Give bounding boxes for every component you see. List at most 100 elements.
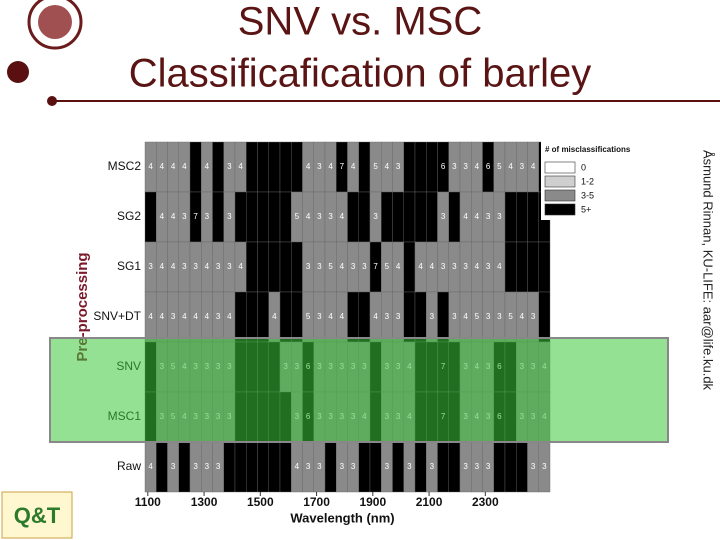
cell	[268, 441, 281, 493]
cell	[516, 441, 528, 493]
cell	[279, 291, 292, 343]
y-tick-label: Raw	[117, 459, 141, 473]
cell	[268, 241, 281, 293]
cell-label: 5	[328, 262, 333, 271]
cell-label: 4	[205, 162, 210, 171]
cell-label: 3	[430, 312, 435, 321]
cell	[268, 191, 281, 243]
cell-label: 4	[238, 262, 243, 271]
cell-label: 4	[463, 212, 468, 221]
cell	[403, 191, 416, 243]
x-tick-label: 1300	[191, 495, 218, 509]
cell	[527, 191, 539, 243]
cell-label: 3	[373, 212, 378, 221]
cell	[403, 141, 416, 193]
legend-swatch	[544, 175, 576, 188]
cell	[347, 291, 359, 343]
cell-label: 3	[497, 212, 502, 221]
cell-label: 3	[531, 462, 536, 471]
cell-label: 3	[463, 262, 468, 271]
cell	[504, 191, 517, 243]
cell-label: 3	[486, 462, 491, 471]
cell-label: 3	[362, 262, 367, 271]
cell-label: 3	[441, 212, 446, 221]
cell-label: 3	[452, 312, 457, 321]
cell	[178, 441, 191, 493]
cell-label: 4	[475, 212, 480, 221]
cell	[358, 441, 371, 493]
cell	[538, 291, 551, 343]
legend-swatch	[544, 203, 576, 216]
cell	[448, 191, 461, 243]
cell-label: 3	[216, 262, 221, 271]
cell	[527, 241, 539, 293]
cell-label: 3	[317, 312, 322, 321]
legend-label: 0	[581, 162, 586, 172]
cell	[246, 441, 258, 493]
cell-label: 4	[340, 262, 345, 271]
bullet-dot	[7, 61, 29, 83]
y-tick-label: SG2	[117, 209, 141, 223]
y-tick-label: SG1	[117, 259, 141, 273]
cell-label: 5	[475, 312, 480, 321]
cell-label: 4	[227, 312, 232, 321]
cell-label: 3	[463, 162, 468, 171]
cell	[392, 191, 404, 243]
cell	[156, 441, 168, 493]
cell-label: 4	[328, 312, 333, 321]
x-tick-label: 1500	[247, 495, 274, 509]
cell	[437, 441, 449, 493]
cell	[347, 191, 359, 243]
cell-label: 4	[160, 162, 165, 171]
cell	[504, 441, 517, 493]
legend-title: # of misclassifications	[545, 145, 631, 154]
cell-label: 4	[148, 462, 153, 471]
logo-text: Q&T	[14, 503, 61, 528]
legend-swatch	[544, 161, 576, 174]
cell-label: 3	[205, 462, 210, 471]
cell	[246, 291, 258, 343]
cell-label: 3	[396, 312, 401, 321]
cell	[234, 291, 247, 343]
cell-label: 5	[373, 162, 378, 171]
cell-label: 4	[272, 312, 277, 321]
title-line: Classificafication of barley	[129, 52, 591, 96]
cell-label: 5	[508, 312, 513, 321]
cell	[493, 441, 506, 493]
y-axis-label: Pre-processing	[74, 252, 91, 361]
cell-label: 5	[306, 312, 311, 321]
cell-label: 4	[295, 462, 300, 471]
cell-label: 3	[317, 462, 322, 471]
cell	[189, 141, 202, 193]
cell-label: 4	[520, 312, 525, 321]
cell-label: 4	[396, 262, 401, 271]
cell-label: 3	[396, 162, 401, 171]
cell	[437, 291, 449, 343]
cell-label: 3	[328, 212, 333, 221]
cell-label: 3	[441, 262, 446, 271]
cell	[279, 191, 292, 243]
cell	[358, 191, 371, 243]
cell-label: 4	[193, 312, 198, 321]
cell-label: 3	[193, 462, 198, 471]
y-tick-label: MSC2	[108, 159, 142, 173]
cell	[291, 241, 303, 293]
cell-label: 4	[160, 262, 165, 271]
cell	[246, 191, 258, 243]
cell-label: 4	[306, 162, 311, 171]
y-tick-label: SNV+DT	[93, 309, 141, 323]
cell-label: 3	[306, 462, 311, 471]
cell-label: 4	[182, 162, 187, 171]
cell-label: 3	[430, 462, 435, 471]
x-tick-label: 2100	[416, 495, 443, 509]
cell-label: 3	[171, 312, 176, 321]
cell-label: 4	[171, 262, 176, 271]
cell	[257, 241, 269, 293]
cell-label: 3	[351, 462, 356, 471]
legend-label: 5+	[581, 204, 591, 214]
cell	[291, 141, 303, 193]
cell-label: 3	[340, 462, 345, 471]
cell	[291, 291, 303, 343]
cell-label: 4	[205, 262, 210, 271]
